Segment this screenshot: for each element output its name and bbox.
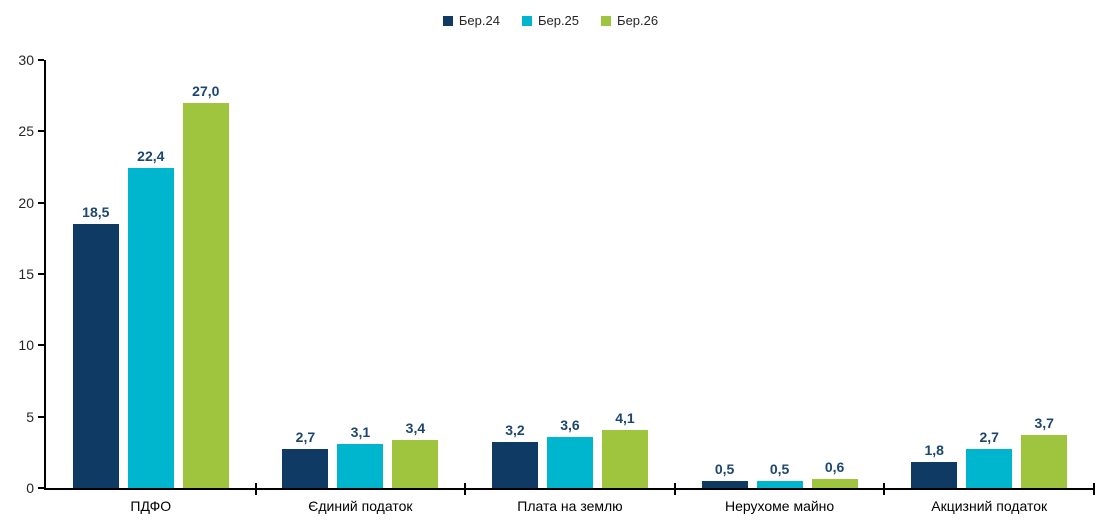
- y-axis-tick: [38, 415, 44, 418]
- y-axis-tick: [38, 487, 44, 489]
- bar-slot: 1,8: [911, 443, 958, 488]
- y-axis-tick-label: 30: [18, 52, 34, 68]
- bar-slot: 3,4: [392, 421, 439, 488]
- y-axis-tick-label: 20: [18, 194, 34, 211]
- bar-slot: 0,6: [811, 460, 858, 488]
- legend-item-2: Бер.26: [601, 13, 658, 28]
- category-label: Єдиний податок: [308, 498, 413, 514]
- category-label: Нерухоме майно: [724, 498, 835, 514]
- bar-group-4: 1,8 2,7 3,7 Акцизний податок: [884, 60, 1094, 514]
- bar-cluster: 0,5 0,5 0,6: [701, 60, 858, 488]
- bar-cluster: 18,5 22,4 27,0: [72, 60, 229, 488]
- y-axis-tick: [38, 59, 44, 61]
- bar-value-label: 3,6: [560, 416, 580, 433]
- bar-value-label: 1,8: [924, 442, 944, 459]
- legend-item-0: Бер.24: [442, 13, 500, 28]
- bar-value-label: 0,5: [714, 460, 735, 477]
- bar-slot: 0,5: [756, 462, 803, 488]
- bar-group-3: 0,5 0,5 0,6 Нерухоме майно: [675, 60, 885, 514]
- x-axis-tick: [883, 483, 886, 495]
- bar-cluster: 3,2 3,6 4,1: [491, 60, 648, 488]
- bar-value-label: 22,4: [137, 148, 165, 165]
- bar-Бер.25-Єдиний податок: [337, 443, 384, 488]
- bar-Бер.26-Єдиний податок: [392, 439, 439, 488]
- bar-value-label: 3,2: [505, 422, 525, 439]
- bar-slot: 3,7: [1021, 416, 1068, 488]
- y-axis-tick-label: 25: [18, 123, 34, 140]
- legend-marker-icon: [601, 15, 612, 26]
- legend-item-1: Бер.25: [521, 13, 580, 28]
- legend-item-label: Бер.24: [458, 13, 500, 28]
- category-label: ПДФО: [130, 498, 172, 514]
- bar-Бер.25-ПДФО: [127, 168, 174, 488]
- legend-item-label: Бер.26: [617, 13, 659, 28]
- legend-item-label: Бер.25: [537, 13, 580, 28]
- bar-Бер.24-Єдиний податок: [282, 449, 329, 488]
- bar-slot: 2,7: [282, 430, 329, 488]
- bar-slot: 4,1: [601, 411, 648, 488]
- y-axis-tick: [38, 344, 44, 347]
- x-axis-tick: [254, 483, 257, 495]
- x-axis-tick: [1093, 483, 1095, 495]
- bar-value-label: 3,4: [405, 419, 426, 436]
- y-axis-tick: [38, 130, 44, 133]
- bar-Бер.26-ПДФО: [182, 102, 229, 488]
- chart-legend: Бер.24 Бер.25 Бер.26: [0, 13, 1101, 28]
- bar-value-label: 2,7: [295, 429, 316, 446]
- bar-slot: 2,7: [966, 430, 1013, 488]
- bar-slot: 3,2: [491, 423, 538, 488]
- bar-Бер.24-ПДФО: [72, 224, 119, 488]
- bar-slot: 3,1: [337, 425, 384, 488]
- y-axis-tick-label: 10: [18, 337, 34, 354]
- bar-value-label: 3,7: [1034, 415, 1054, 432]
- plot-area: 0 5 10 15 20 25 30 18,5 22,4 27,0 ПДФО 2,7 3,1 3,4 Єди…: [18, 53, 1095, 514]
- bar-Бер.26-Плата на землю: [601, 429, 648, 488]
- bar-value-label: 27,0: [192, 82, 220, 99]
- bar-cluster: 1,8 2,7 3,7: [911, 60, 1068, 488]
- bar-value-label: 0,6: [824, 459, 845, 476]
- y-axis-tick-label: 5: [26, 408, 34, 425]
- category-label: Плата на землю: [517, 498, 623, 514]
- legend-marker-icon: [521, 15, 532, 26]
- x-axis-tick: [464, 483, 467, 495]
- bar-Бер.24-Нерухоме майно: [701, 480, 748, 488]
- y-axis-tick-label: 0: [26, 480, 34, 496]
- bar-slot: 0,5: [701, 462, 748, 488]
- y-axis-tick: [38, 273, 44, 275]
- bar-slot: 27,0: [182, 84, 229, 488]
- bar-value-label: 4,1: [615, 409, 635, 426]
- bar-slot: 18,5: [72, 205, 119, 488]
- bar-Бер.26-Нерухоме майно: [811, 479, 858, 488]
- bar-Бер.25-Плата на землю: [546, 436, 593, 488]
- bar-Бер.25-Нерухоме майно: [756, 480, 803, 488]
- bar-Бер.24-Плата на землю: [491, 442, 538, 488]
- bar-group-0: 18,5 22,4 27,0 ПДФО: [46, 60, 256, 514]
- bar-value-label: 2,7: [979, 429, 999, 446]
- bar-group-2: 3,2 3,6 4,1 Плата на землю: [465, 60, 675, 514]
- bar-value-label: 18,5: [82, 204, 110, 221]
- legend-marker-icon: [442, 15, 453, 26]
- bar-slot: 22,4: [127, 149, 174, 488]
- bar-slot: 3,6: [546, 418, 593, 488]
- x-axis-tick: [673, 483, 676, 495]
- bar-value-label: 0,5: [769, 460, 790, 477]
- category-label: Акцизний податок: [931, 498, 1048, 514]
- bar-value-label: 3,1: [350, 423, 371, 440]
- y-axis-tick: [38, 201, 44, 204]
- y-axis-tick-label: 15: [18, 266, 34, 282]
- bar-cluster: 2,7 3,1 3,4: [282, 60, 439, 488]
- bar-group-1: 2,7 3,1 3,4 Єдиний податок: [256, 60, 466, 514]
- bar-Бер.26-Акцизний податок: [1021, 435, 1068, 488]
- bar-Бер.25-Акцизний податок: [966, 449, 1013, 488]
- bar-Бер.24-Акцизний податок: [911, 462, 958, 488]
